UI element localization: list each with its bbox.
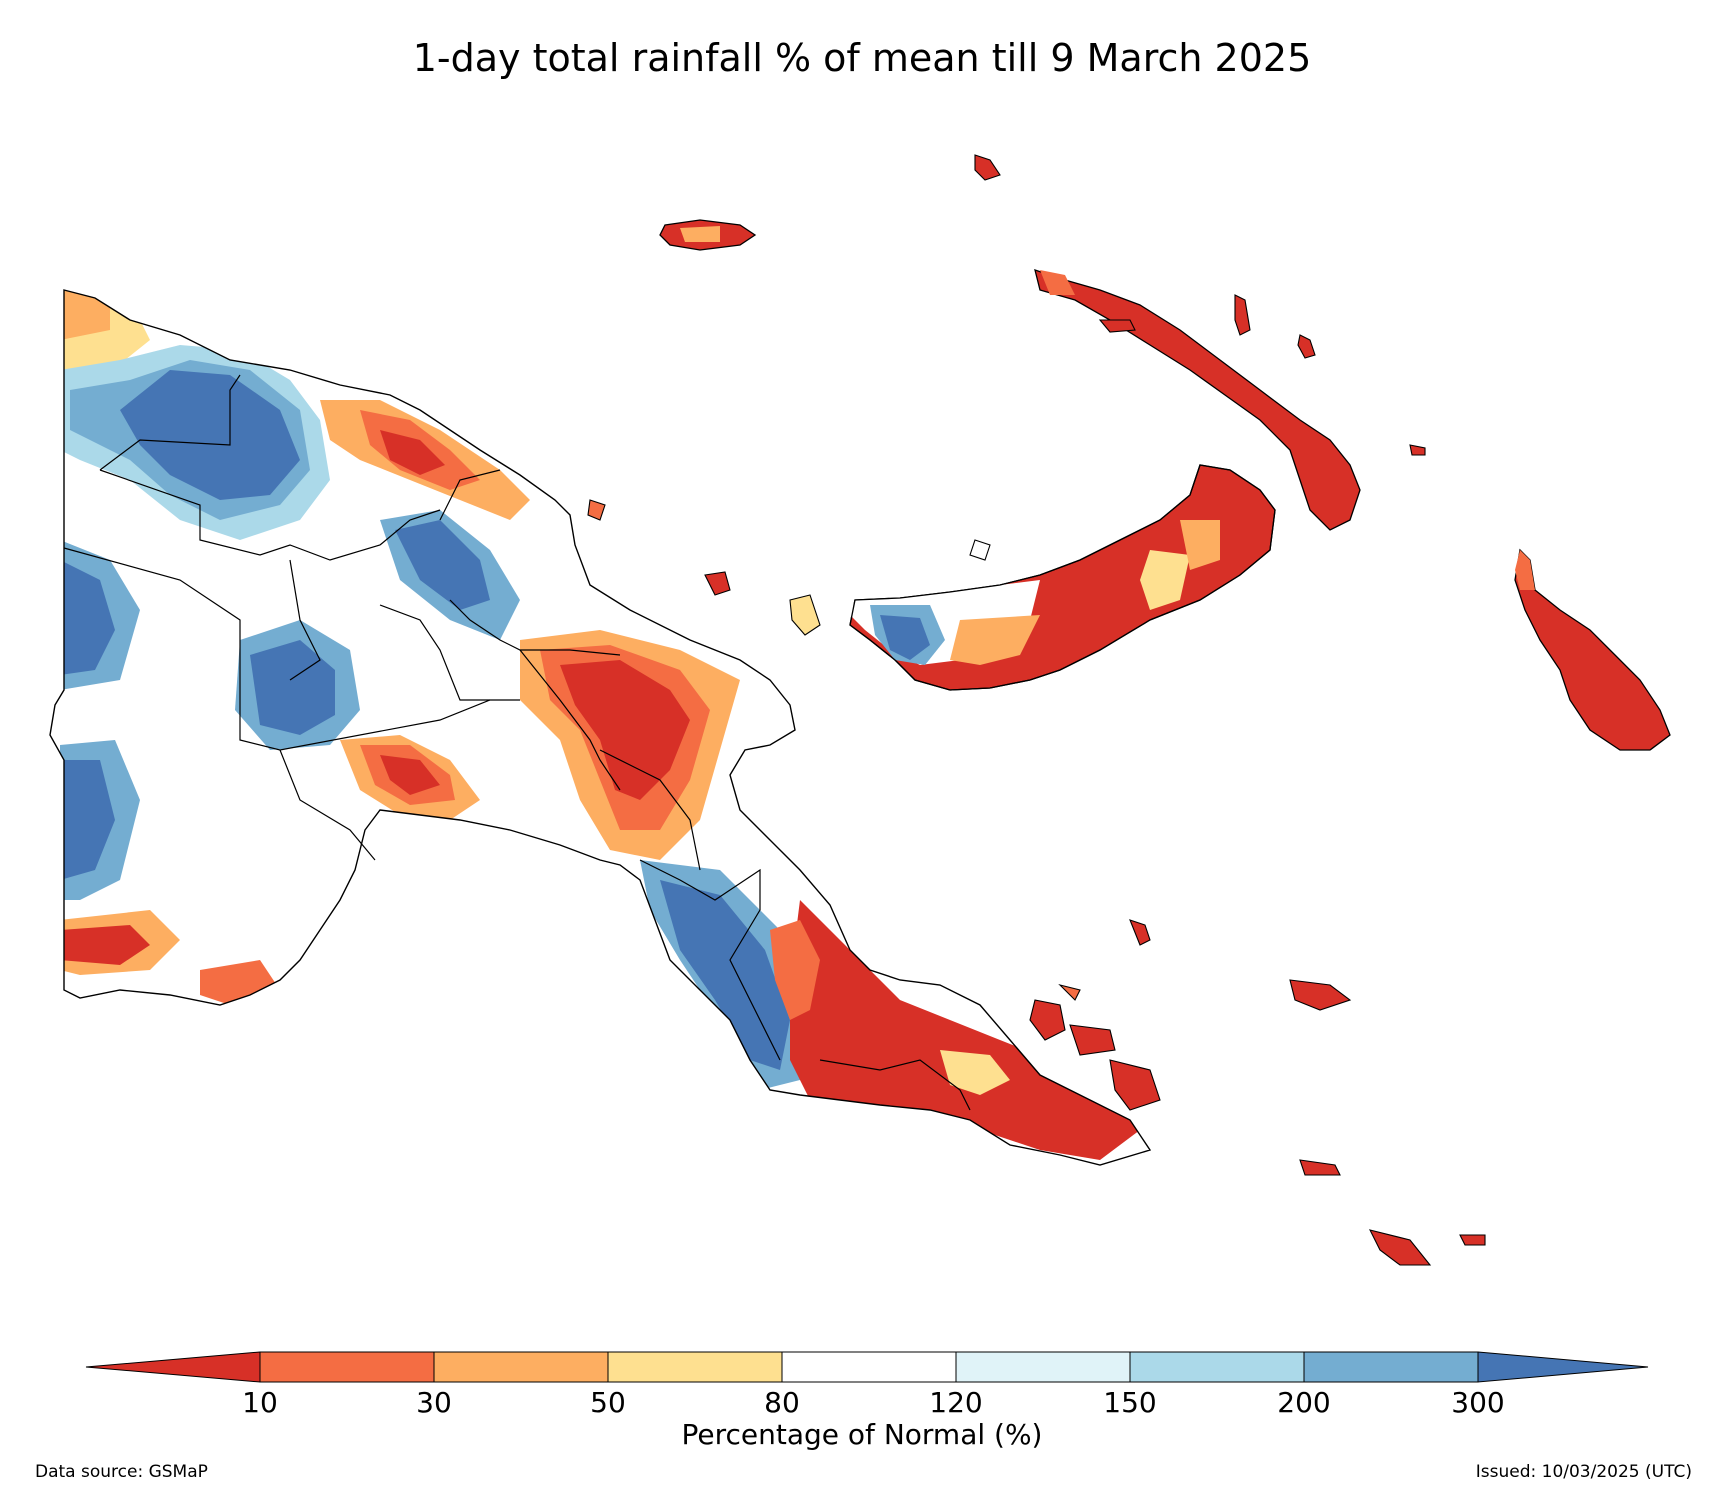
colorbar-tick-label: 50 (590, 1386, 626, 1419)
colorbar-tick-label: 10 (242, 1386, 278, 1419)
colorbar-extend-high (1477, 1351, 1649, 1383)
map-layer (49, 154, 1671, 1266)
map-title: 1-day total rainfall % of mean till 9 Ma… (412, 36, 1312, 80)
new-ireland (1034, 269, 1361, 531)
colorbar-swatch (1303, 1351, 1479, 1383)
colorbar-swatch (781, 1351, 957, 1383)
colorbar-tick-label: 120 (929, 1386, 983, 1419)
data-source-note: Data source: GSMaP (35, 1462, 208, 1482)
issued-note: Issued: 10/03/2025 (UTC) (1475, 1462, 1692, 1482)
colorbar-extend-low (85, 1351, 261, 1383)
bougainville (1514, 548, 1671, 751)
colorbar-title: Percentage of Normal (%) (681, 1418, 1043, 1451)
small-islands (587, 154, 1486, 1266)
province-borders (63, 374, 971, 1111)
colorbar-tick-label: 150 (1103, 1386, 1157, 1419)
new-britain (849, 464, 1276, 691)
colorbar-tick-label: 80 (764, 1386, 800, 1419)
colorbar-swatches (85, 1351, 1649, 1383)
colorbar-swatch (955, 1351, 1131, 1383)
colorbar-swatch (433, 1351, 609, 1383)
colorbar-tick-label: 30 (416, 1386, 452, 1419)
colorbar-swatch (259, 1351, 435, 1383)
colorbar-swatch (607, 1351, 783, 1383)
colorbar-tick-label: 300 (1451, 1386, 1505, 1419)
mainland-contours (60, 290, 1140, 1160)
colorbar-tick-label: 200 (1277, 1386, 1331, 1419)
colorbar-swatch (1129, 1351, 1305, 1383)
